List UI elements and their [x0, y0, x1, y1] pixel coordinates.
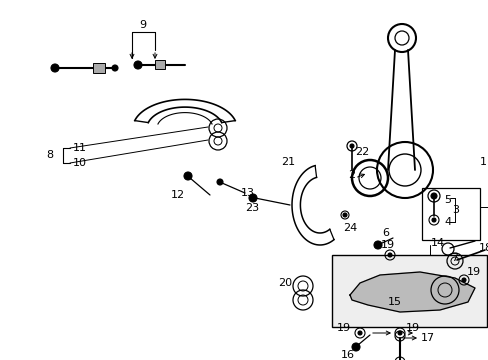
Text: 19: 19 [405, 323, 419, 333]
Bar [421, 188, 479, 240]
Text: 13: 13 [241, 188, 254, 198]
Text: 7: 7 [450, 253, 458, 263]
Text: 4: 4 [444, 217, 450, 227]
Text: 1: 1 [479, 157, 486, 167]
Text: 15: 15 [387, 297, 401, 307]
Bar [331, 255, 486, 327]
Circle shape [430, 193, 436, 199]
Text: 6: 6 [382, 228, 389, 238]
Circle shape [217, 179, 223, 185]
Circle shape [397, 331, 401, 335]
Text: 10: 10 [73, 158, 87, 168]
Text: 5: 5 [444, 195, 450, 205]
Text: 14: 14 [430, 238, 444, 248]
Circle shape [183, 172, 192, 180]
Text: 8: 8 [46, 150, 54, 160]
Circle shape [248, 194, 257, 202]
Text: 22: 22 [354, 147, 368, 157]
Circle shape [387, 253, 391, 257]
Text: 2: 2 [348, 170, 355, 180]
Circle shape [461, 278, 465, 282]
Text: 24: 24 [342, 223, 356, 233]
Text: 17: 17 [420, 333, 434, 343]
Circle shape [342, 213, 346, 217]
Polygon shape [349, 272, 474, 312]
Bar [93, 63, 105, 73]
Text: 18: 18 [478, 243, 488, 253]
Text: 19: 19 [336, 323, 350, 333]
Text: 9: 9 [139, 20, 146, 30]
Circle shape [431, 218, 435, 222]
Text: 23: 23 [244, 203, 259, 213]
Text: 16: 16 [340, 350, 354, 360]
Text: 19: 19 [466, 267, 480, 277]
Circle shape [134, 61, 142, 69]
Circle shape [51, 64, 59, 72]
Circle shape [349, 144, 353, 148]
Text: 20: 20 [277, 278, 291, 288]
Bar [155, 60, 164, 69]
Circle shape [357, 331, 361, 335]
Text: 12: 12 [171, 190, 184, 200]
Text: 21: 21 [281, 157, 294, 167]
Text: 19: 19 [380, 240, 394, 250]
Circle shape [112, 65, 118, 71]
Circle shape [373, 241, 381, 249]
Circle shape [351, 343, 359, 351]
Text: 11: 11 [73, 143, 87, 153]
Text: 3: 3 [451, 205, 459, 215]
